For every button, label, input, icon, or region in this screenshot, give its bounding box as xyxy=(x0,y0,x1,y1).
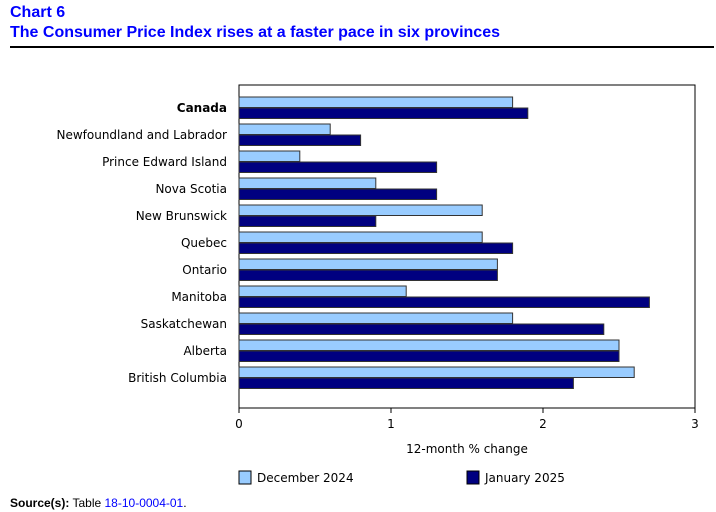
bar-jan-2025 xyxy=(238,350,620,362)
category-label: Saskatchewan xyxy=(141,317,227,331)
bar-jan-2025 xyxy=(238,107,529,119)
x-tick-label: 0 xyxy=(235,417,243,431)
bar-dec-2024 xyxy=(238,204,483,216)
legend-label: December 2024 xyxy=(257,471,354,485)
legend-swatch xyxy=(238,470,252,485)
category-label: Alberta xyxy=(183,344,227,358)
x-tick-label: 1 xyxy=(387,417,395,431)
legend-swatch xyxy=(466,470,480,485)
bar-dec-2024 xyxy=(238,150,301,162)
bar-jan-2025 xyxy=(238,269,498,281)
source-note: Source(s): Table 18-10-0004-01. xyxy=(10,496,187,510)
bar-dec-2024 xyxy=(238,96,514,108)
bar-dec-2024 xyxy=(238,339,620,351)
category-label: Prince Edward Island xyxy=(102,155,227,169)
x-tick-label: 2 xyxy=(539,417,547,431)
source-link[interactable]: 18-10-0004-01 xyxy=(104,496,184,510)
bar-dec-2024 xyxy=(238,285,407,297)
bar-dec-2024 xyxy=(238,177,377,189)
bar-dec-2024 xyxy=(238,258,498,270)
bar-jan-2025 xyxy=(238,296,650,308)
category-label: New Brunswick xyxy=(136,209,227,223)
bar-dec-2024 xyxy=(238,123,331,135)
category-label: Manitoba xyxy=(171,290,227,304)
bar-dec-2024 xyxy=(238,231,483,243)
category-label: Ontario xyxy=(182,263,227,277)
category-label: Canada xyxy=(177,101,227,115)
bar-jan-2025 xyxy=(238,323,605,335)
bar-jan-2025 xyxy=(238,215,377,227)
bar-dec-2024 xyxy=(238,366,635,378)
source-text: Table xyxy=(72,496,102,510)
bar-jan-2025 xyxy=(238,377,574,389)
chart-number: Chart 6 xyxy=(10,4,66,21)
x-axis-label: 12-month % change xyxy=(406,442,528,456)
category-label: Newfoundland and Labrador xyxy=(56,128,227,142)
bar-jan-2025 xyxy=(238,188,438,200)
legend-label: January 2025 xyxy=(484,471,565,485)
x-tick-label: 3 xyxy=(691,417,699,431)
bar-jan-2025 xyxy=(238,242,514,254)
source-end: . xyxy=(183,496,187,510)
bar-jan-2025 xyxy=(238,134,362,146)
category-label: British Columbia xyxy=(128,371,227,385)
category-label: Quebec xyxy=(181,236,227,250)
bar-jan-2025 xyxy=(238,161,438,173)
source-label: Source(s): xyxy=(10,496,70,510)
chart-title: The Consumer Price Index rises at a fast… xyxy=(10,24,500,41)
category-label: Nova Scotia xyxy=(155,182,227,196)
title-rule xyxy=(10,46,714,48)
bar-dec-2024 xyxy=(238,312,514,324)
